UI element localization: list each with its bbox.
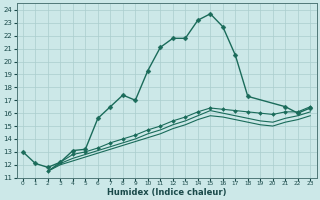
X-axis label: Humidex (Indice chaleur): Humidex (Indice chaleur): [107, 188, 226, 197]
